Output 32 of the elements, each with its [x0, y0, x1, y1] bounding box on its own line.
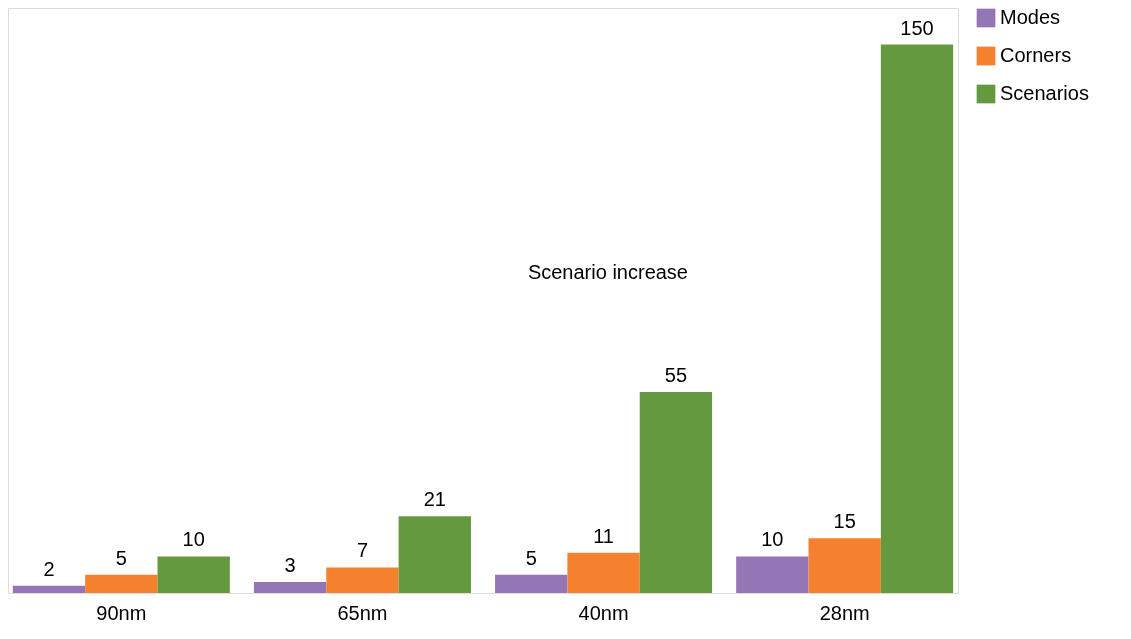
data-label: 55 [664, 363, 688, 386]
annotation: Scenario increase [527, 261, 688, 283]
bar [736, 556, 809, 593]
legend-label: Modes [1000, 6, 1061, 28]
bar [157, 556, 230, 593]
bar [326, 567, 399, 593]
bar [495, 574, 568, 593]
data-label: 21 [423, 488, 446, 511]
data-label: 10 [182, 528, 205, 551]
x-tick-label: 28nm [819, 601, 870, 624]
legend-label: Corners [1000, 44, 1072, 66]
bar [880, 44, 954, 593]
bar [85, 574, 158, 593]
data-label: 15 [833, 510, 856, 533]
bar [808, 538, 881, 593]
data-label: 3 [284, 554, 296, 577]
data-label: 150 [900, 16, 934, 39]
data-label: 5 [115, 546, 127, 569]
bar [398, 516, 471, 593]
bar [12, 585, 86, 593]
data-label: 11 [593, 524, 614, 547]
data-label: 5 [525, 546, 537, 569]
legend-label: Scenarios [1000, 82, 1089, 104]
bar [567, 552, 640, 593]
data-label: 10 [761, 528, 784, 551]
data-label: 7 [356, 539, 368, 562]
data-label: 2 [43, 557, 55, 580]
bar [253, 582, 327, 593]
x-tick-label: 65nm [337, 601, 388, 624]
x-tick-label: 40nm [578, 601, 629, 624]
x-tick-label: 90nm [96, 601, 147, 624]
bar [639, 391, 713, 593]
